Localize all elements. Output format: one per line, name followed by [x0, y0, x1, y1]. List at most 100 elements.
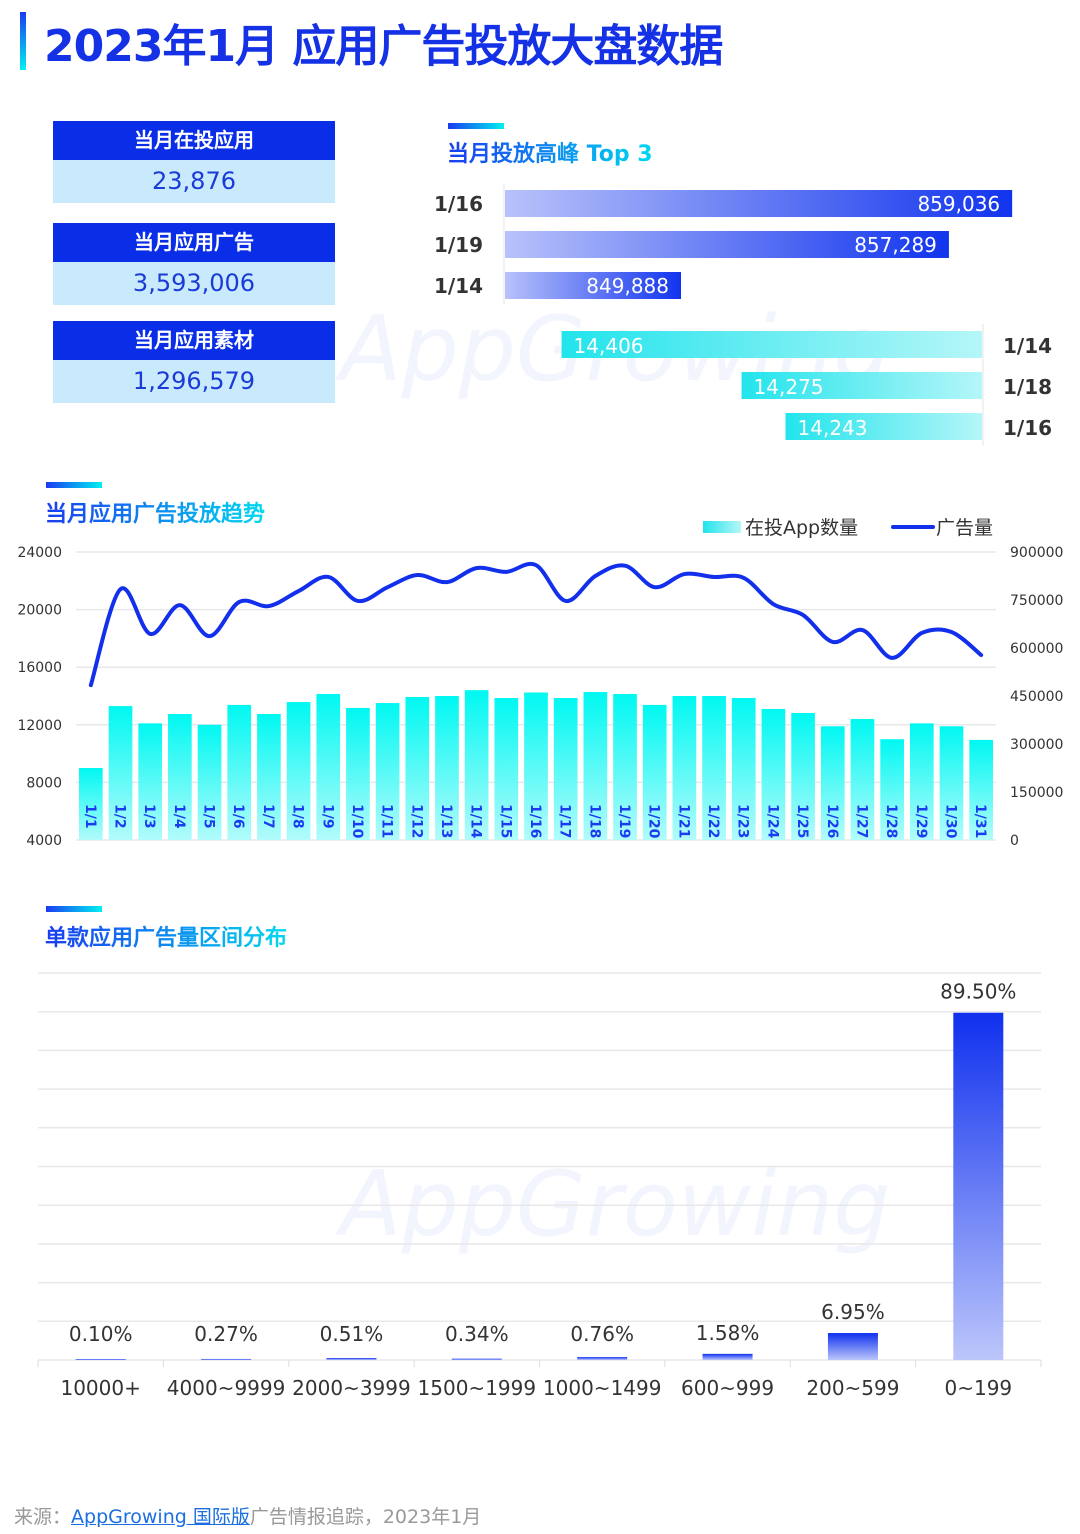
top3-ads-date: 1/19 [434, 233, 483, 257]
top3-apps-date: 1/18 [1003, 375, 1052, 399]
right-axis-tick: 750000 [1010, 593, 1063, 609]
app-count-bar [316, 693, 341, 840]
app-count-bar [761, 708, 786, 840]
distribution-value-label: 6.95% [821, 1300, 885, 1324]
x-axis-date-label: 1/5 [201, 804, 217, 829]
stat-label: 当月在投应用 [53, 121, 335, 160]
app-count-bar [405, 697, 430, 840]
app-count-bar [108, 706, 133, 840]
section-accent [46, 482, 102, 488]
left-axis-tick: 24000 [17, 545, 62, 561]
distribution-bar [326, 1358, 377, 1360]
app-count-bar [257, 714, 281, 840]
app-count-bar [435, 696, 459, 840]
distribution-category-label: 10000+ [60, 1376, 140, 1400]
stat-value: 3,593,006 [53, 262, 335, 305]
x-axis-date-label: 1/23 [735, 804, 751, 838]
app-count-bar [138, 723, 163, 840]
x-axis-date-label: 1/16 [527, 804, 543, 838]
left-axis-tick: 4000 [26, 833, 62, 849]
distribution-bar [75, 1359, 126, 1360]
distribution-value-label: 1.58% [696, 1321, 760, 1345]
section-title-top3: 当月投放高峰 Top 3 [447, 136, 653, 168]
distribution-category-label: 2000~3999 [292, 1376, 411, 1400]
app-count-bar [820, 726, 845, 840]
x-axis-date-label: 1/3 [141, 804, 157, 829]
top3-ads-date: 1/16 [434, 192, 483, 216]
top3-apps-value: 14,275 [754, 375, 824, 399]
x-axis-date-label: 1/22 [705, 804, 721, 838]
distribution-category-label: 600~999 [681, 1376, 774, 1400]
section-accent [46, 906, 102, 912]
distribution-bar [702, 1353, 753, 1360]
x-axis-date-label: 1/9 [319, 804, 335, 829]
x-axis-date-label: 1/26 [824, 804, 840, 838]
top3-ads-bar [505, 272, 682, 299]
section-accent [448, 123, 504, 129]
source-prefix: 来源： [14, 1506, 72, 1528]
x-axis-date-label: 1/2 [112, 804, 128, 829]
x-axis-date-label: 1/30 [942, 804, 958, 839]
stat-app-creatives: 当月应用素材 1,296,579 [53, 321, 335, 403]
right-axis-tick: 450000 [1010, 689, 1063, 705]
top3-apps-bar [785, 413, 982, 440]
top3-apps-date: 1/16 [1003, 416, 1052, 440]
distribution-bar [201, 1358, 252, 1360]
legend-label-ad-volume: 广告量 [936, 517, 993, 539]
x-axis-date-label: 1/15 [497, 804, 513, 838]
app-count-bar [939, 726, 964, 840]
right-axis-tick: 900000 [1010, 545, 1063, 561]
distribution-value-label: 0.10% [69, 1322, 133, 1346]
top3-ads-value: 857,289 [854, 233, 937, 257]
left-axis-tick: 16000 [17, 660, 62, 676]
x-axis-date-label: 1/6 [230, 804, 246, 829]
x-axis-date-label: 1/17 [557, 804, 573, 838]
app-count-bar [524, 692, 548, 840]
app-count-bar [286, 702, 311, 840]
distribution-bar [953, 1012, 1004, 1360]
app-count-bar [227, 704, 252, 840]
app-count-bar [880, 739, 904, 840]
top3-apps-date: 1/14 [1003, 334, 1052, 358]
stat-label: 当月应用素材 [53, 321, 335, 360]
x-axis-date-label: 1/7 [260, 804, 276, 829]
top3-apps-bar [741, 372, 982, 399]
app-count-bar [909, 723, 934, 840]
app-count-bar [583, 692, 608, 840]
top3-ads-value: 859,036 [917, 192, 1000, 216]
app-count-bar [850, 719, 875, 840]
top3-apps-value: 14,243 [798, 416, 868, 440]
x-axis-date-label: 1/8 [290, 804, 306, 829]
right-axis-tick: 0 [1010, 833, 1019, 849]
source-note: 来源：AppGrowing 国际版广告情报追踪，2023年1月 [14, 1502, 481, 1529]
app-count-bar [642, 704, 667, 840]
ad-volume-line [88, 561, 984, 688]
stat-value: 23,876 [53, 160, 335, 203]
distribution-value-label: 89.50% [940, 980, 1016, 1004]
left-axis-tick: 8000 [26, 775, 62, 791]
app-count-bar [464, 690, 489, 840]
top3-ads-bar [505, 231, 949, 258]
x-axis-date-label: 1/31 [972, 804, 988, 838]
app-count-bar [791, 712, 815, 840]
app-count-bar [731, 698, 756, 840]
distribution-category-label: 4000~9999 [167, 1376, 286, 1400]
top3-ads-value: 849,888 [586, 274, 669, 298]
x-axis-date-label: 1/11 [379, 804, 395, 838]
x-axis-date-label: 1/14 [468, 804, 484, 839]
app-count-bar [702, 696, 726, 840]
top3-ads-date: 1/14 [434, 274, 483, 298]
x-axis-date-label: 1/29 [913, 804, 929, 838]
app-count-bar [79, 768, 103, 840]
x-axis-date-label: 1/12 [408, 804, 424, 838]
x-axis-date-label: 1/19 [616, 804, 632, 838]
source-link[interactable]: AppGrowing 国际版 [71, 1506, 250, 1528]
distribution-category-label: 0~199 [944, 1376, 1012, 1400]
x-axis-date-label: 1/24 [764, 804, 780, 839]
section-title-trend: 当月应用广告投放趋势 [45, 496, 265, 528]
app-count-bar [613, 693, 637, 840]
distribution-value-label: 0.27% [194, 1322, 258, 1346]
x-axis-date-label: 1/10 [349, 804, 365, 839]
